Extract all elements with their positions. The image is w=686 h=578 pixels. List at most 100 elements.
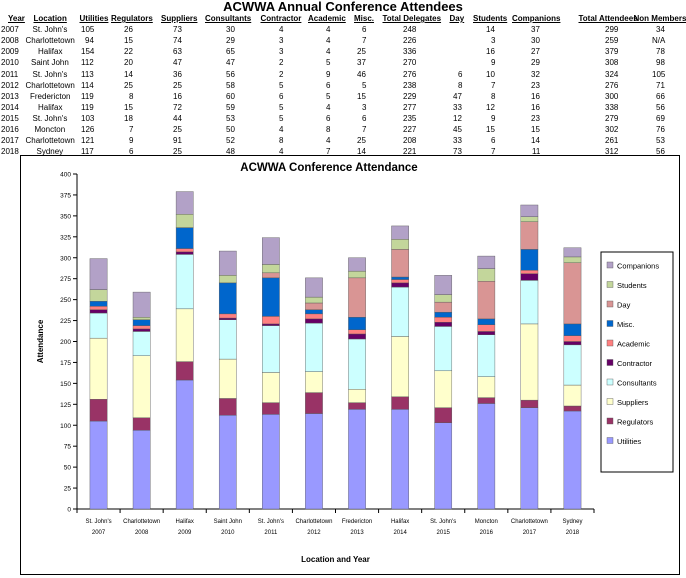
table-cell: 119	[81, 102, 94, 112]
table-cell: 105	[81, 25, 95, 35]
table-cell: 103	[81, 113, 95, 123]
table-cell: 46	[357, 69, 366, 79]
table-cell: 2	[279, 69, 284, 79]
table-cell: 8	[491, 91, 496, 101]
table-cell: 6	[279, 91, 284, 101]
bar-segment	[262, 277, 280, 317]
bar-segment	[520, 204, 539, 217]
table-cell: 8	[458, 80, 463, 90]
table-cell: St. John's	[32, 25, 68, 35]
x-tick-label-year: 2014	[393, 530, 407, 536]
legend-label: Academic	[617, 340, 650, 349]
legend-swatch	[606, 300, 614, 308]
table-cell: 9	[491, 58, 496, 68]
legend-swatch	[606, 320, 614, 327]
table-cell: 279	[605, 113, 619, 123]
bar-segment	[520, 280, 539, 325]
table-cell: 9	[129, 136, 134, 146]
y-tick-label: 225	[60, 318, 71, 325]
bar-segment	[262, 325, 280, 373]
y-tick-label: 175	[60, 360, 71, 367]
x-tick-label-location: Sydney	[562, 519, 582, 525]
table-cell: 4	[279, 125, 284, 134]
column-header: Contractor	[260, 14, 302, 23]
table-cell: 71	[656, 80, 665, 90]
bar-segment	[563, 335, 582, 342]
table-cell: 227	[403, 125, 417, 134]
table-cell: Saint John	[31, 58, 69, 68]
x-tick-label-year: 2010	[221, 530, 235, 536]
table-cell: Charlottetown	[25, 80, 75, 90]
bar-segment	[218, 282, 237, 315]
table-cell: 78	[656, 47, 665, 57]
bar-segment	[520, 221, 539, 250]
y-tick-label: 350	[60, 213, 71, 220]
table-cell: 226	[403, 36, 417, 46]
legend-swatch	[606, 378, 614, 386]
table-cell: 8	[279, 136, 284, 146]
table-cell: 5	[279, 113, 284, 123]
table-cell: 208	[403, 136, 417, 146]
table-cell: St. John's	[32, 113, 68, 123]
table-cell: Charlottetown	[25, 136, 75, 146]
table-cell: 4	[279, 25, 284, 35]
table-cell: 259	[605, 36, 619, 46]
table-cell: 276	[403, 69, 417, 79]
table-cell: 308	[605, 58, 619, 68]
bar-segment	[218, 317, 237, 320]
table-cell: 5	[362, 80, 367, 90]
table-cell: 98	[656, 58, 665, 68]
table-cell: 37	[531, 25, 540, 35]
table-cell: 3	[491, 36, 496, 46]
table-cell: 2018	[1, 147, 19, 157]
bar-segment	[305, 392, 323, 414]
table-cell: 25	[173, 80, 182, 90]
x-tick-label-year: 2009	[178, 530, 192, 536]
bar-segment	[563, 410, 582, 510]
bar-segment	[218, 415, 237, 510]
bar-segment	[132, 317, 151, 320]
y-tick-label: 300	[60, 255, 71, 262]
bar-segment	[563, 344, 582, 386]
bar-segment	[262, 323, 280, 326]
table-cell: 53	[656, 136, 665, 146]
column-header: Companions	[512, 14, 561, 23]
table-cell: 69	[656, 113, 665, 123]
bar-segment	[89, 258, 108, 290]
bar-segment	[348, 277, 366, 318]
bar-segment	[175, 254, 194, 310]
chart-frame: ACWWA Conference Attendance 0 25 50 75 100 125…	[20, 155, 680, 575]
y-tick-label: 375	[60, 192, 71, 199]
table-cell: 2015	[1, 113, 19, 123]
table-cell: 4	[326, 136, 331, 146]
table-cell: 126	[81, 125, 95, 134]
table-cell: 25	[357, 47, 366, 57]
table-cell: 105	[652, 69, 666, 79]
table-cell: 324	[605, 69, 619, 79]
table-cell: 15	[357, 91, 366, 101]
x-tick-label-year: 2008	[135, 530, 149, 536]
column-header: Location	[33, 14, 67, 23]
bar-segment	[434, 275, 453, 295]
table-cell: 47	[173, 58, 182, 68]
bar-segment	[262, 264, 280, 274]
table-cell: 7	[491, 80, 496, 90]
table-cell: 50	[226, 125, 235, 134]
table-cell: 14	[357, 147, 366, 157]
bar-segment	[477, 280, 496, 320]
table-cell: 33	[453, 102, 462, 112]
table-cell: 248	[403, 25, 417, 35]
bar-segment	[434, 317, 453, 323]
table-cell: 6	[326, 113, 331, 123]
table-cell: 72	[173, 102, 182, 112]
table-cell: 63	[173, 47, 182, 57]
x-tick-label-year: 2013	[350, 530, 364, 536]
table-cell: 10	[486, 69, 495, 79]
y-tick-label: 325	[60, 234, 71, 241]
table-cell: St. John's	[32, 69, 68, 79]
table-cell: 4	[326, 25, 331, 35]
table-cell: 29	[531, 58, 540, 68]
bar-segment	[175, 214, 194, 228]
x-tick-label-location: Halifax	[176, 519, 194, 525]
bar-segment	[391, 249, 409, 278]
